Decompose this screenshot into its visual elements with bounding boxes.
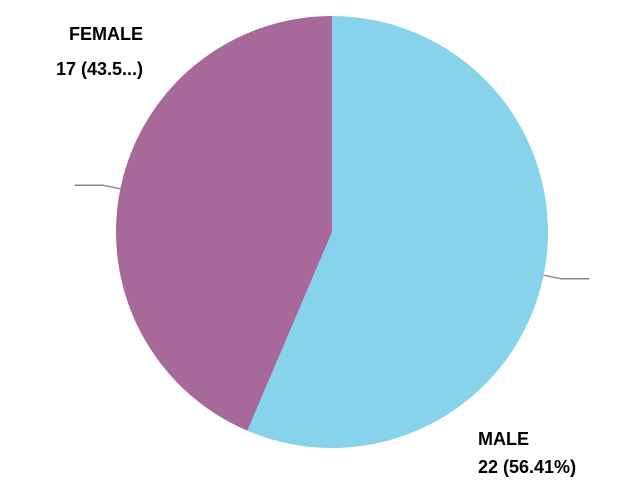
pie-slice-male	[247, 16, 548, 448]
leader-line-female	[74, 184, 121, 190]
slice-label-female-name: FEMALE	[69, 24, 143, 44]
labels-layer: MALE 22 (56.41%) FEMALE 17 (43.5...)	[56, 24, 576, 477]
leader-lines-layer	[74, 184, 590, 280]
pie-slice-female	[115, 15, 332, 431]
slices-layer	[115, 15, 548, 448]
slice-label-male-value: 22 (56.41%)	[478, 457, 576, 477]
slice-label-male-name: MALE	[478, 429, 529, 449]
slice-label-female-value: 17 (43.5...)	[56, 59, 143, 79]
leader-line-male	[543, 274, 590, 280]
